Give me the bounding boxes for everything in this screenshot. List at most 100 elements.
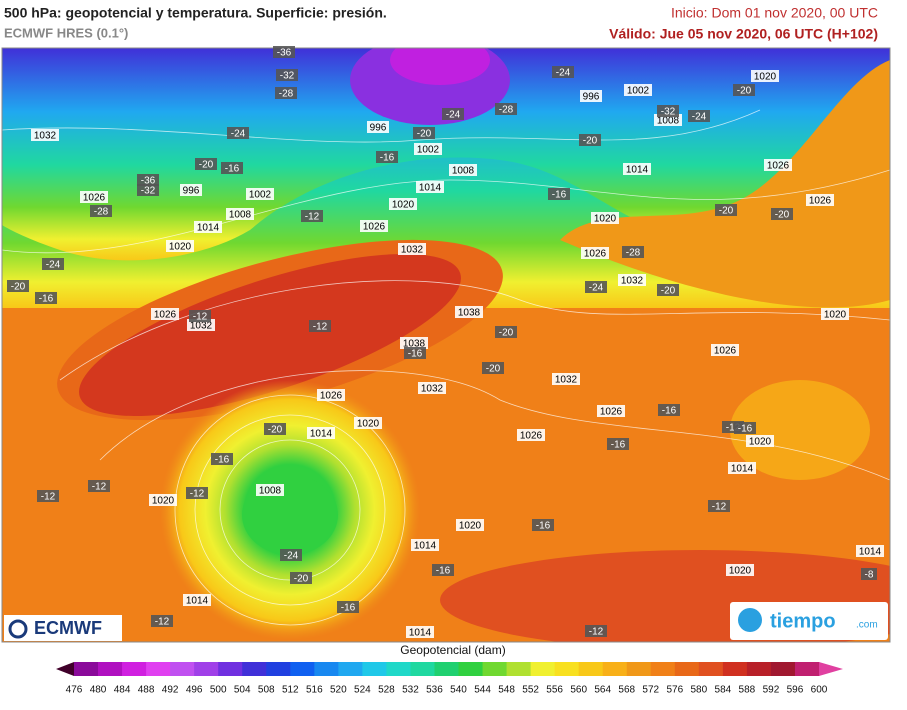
pressure-label: 1026 (520, 431, 543, 442)
temperature-label: -24 (46, 260, 61, 271)
temperature-label: -28 (94, 207, 109, 218)
pressure-label: 1032 (190, 321, 213, 332)
pressure-label: 996 (183, 186, 200, 197)
colorbar-cell (362, 662, 387, 676)
map-frame (1, 47, 891, 643)
colorbar-cell (242, 662, 267, 676)
title: 500 hPa: geopotencial y temperatura. Sup… (4, 5, 387, 21)
temperature-label-box (607, 438, 629, 450)
pressure-label-box (580, 90, 602, 102)
pressure-label-box (597, 405, 625, 417)
colorbar: 476 480 484 488 492 496 500 504 508 512 516 520 524 5… (56, 662, 843, 696)
pressure-label-box (411, 539, 439, 551)
temperature-label: -20 (199, 160, 214, 171)
temperature-label: -12 (313, 322, 328, 333)
temperature-label-box (585, 625, 607, 637)
temperature-label: -16 (408, 349, 423, 360)
pressure-label-box (552, 373, 580, 385)
map-labels: 1032 1026 1020 1014 1008 1002 996 996 1002 1008 10… (7, 46, 884, 639)
colorbar-cell (578, 662, 604, 676)
pressure-label-box (183, 594, 211, 606)
temperature-label-box (151, 615, 173, 627)
temperature-label-box (309, 320, 331, 332)
temperature-label: -20 (486, 364, 501, 375)
pressure-label: 1020 (729, 566, 752, 577)
pressure-label: 1020 (824, 310, 847, 321)
colorbar-tick-label: 508 (258, 685, 275, 696)
colorbar-tick-label: 484 (114, 685, 131, 696)
colorbar-cell (602, 662, 628, 676)
pressure-label: 1014 (186, 596, 209, 607)
colorbar-cell (674, 662, 700, 676)
colorbar-tick-label: 488 (138, 685, 155, 696)
colorbar-cell (74, 662, 99, 676)
pressure-label: 1014 (419, 183, 442, 194)
colorbar-tick-label: 596 (787, 685, 804, 696)
pressure-label-box (416, 181, 444, 193)
temperature-label: -16 (552, 190, 567, 201)
temperature-label: -32 (280, 71, 295, 82)
pressure-label: 1026 (83, 193, 106, 204)
pressure-label-box (414, 143, 442, 155)
pressure-label: 1026 (714, 346, 737, 357)
pressure-label-box (406, 626, 434, 638)
pressure-label-box (194, 221, 222, 233)
temperature-label: -12 (190, 489, 205, 500)
temperature-label-box (189, 310, 211, 322)
colorbar-cell (194, 662, 219, 676)
colorbar-cell (458, 662, 484, 676)
pressure-label-box (456, 519, 484, 531)
pressure-label-box (398, 243, 426, 255)
temperature-label: -16 (225, 164, 240, 175)
pressure-label: 1038 (403, 339, 426, 350)
pressure-label-box (354, 417, 382, 429)
temperature-label: -12 (712, 502, 727, 513)
temperature-label: -20 (583, 136, 598, 147)
pressure-label-box (726, 564, 754, 576)
temperature-label: -20 (719, 206, 734, 217)
temperature-label-box (273, 46, 295, 58)
temperature-label: -12 (193, 312, 208, 323)
colorbar-tick-label: 592 (763, 685, 780, 696)
temperature-label-box (37, 490, 59, 502)
temperature-label: -24 (284, 551, 299, 562)
temperature-label: -16 (611, 440, 626, 451)
pressure-label-box (31, 129, 59, 141)
pressure-label: 1008 (229, 210, 252, 221)
pressure-label: 1014 (409, 628, 432, 639)
pressure-label: 1014 (197, 223, 220, 234)
temperature-label: -16 (662, 406, 677, 417)
pressure-label-box (624, 84, 652, 96)
temperature-label-box (275, 87, 297, 99)
temperature-label-box (337, 601, 359, 613)
pressure-label: 1020 (594, 214, 617, 225)
pressure-label: 1014 (731, 464, 754, 475)
temperature-label: -24 (446, 110, 461, 121)
pressure-label-box (166, 240, 194, 252)
temperature-label: -16 (436, 566, 451, 577)
pressure-label: 1026 (809, 196, 832, 207)
pressure-label: 1026 (767, 161, 790, 172)
temperature-label: -16 (341, 603, 356, 614)
temperature-label-box (301, 210, 323, 222)
pressure-label-box (618, 274, 646, 286)
pressure-label: 1032 (421, 384, 444, 395)
colorbar-cell (770, 662, 796, 676)
temperature-label-box (280, 549, 302, 561)
colorbar-tick-label: 536 (426, 685, 443, 696)
colorbar-tick-label: 504 (234, 685, 251, 696)
colorbar-cell (290, 662, 315, 676)
colorbar-tick-label: 544 (474, 685, 491, 696)
pressure-label-box (581, 247, 609, 259)
temperature-label: -16 (39, 294, 54, 305)
colorbar-tick-label: 516 (306, 685, 323, 696)
colorbar-tick-label: 576 (666, 685, 683, 696)
pressure-label-box (389, 198, 417, 210)
temperature-label-box (861, 568, 877, 580)
temperature-label: -20 (661, 286, 676, 297)
ecmwf-icon (8, 619, 28, 639)
colorbar-cell (386, 662, 411, 676)
colorbar-tick-label: 572 (642, 685, 659, 696)
colorbar-tick-label: 476 (66, 685, 83, 696)
temperature-label: -24 (231, 129, 246, 140)
